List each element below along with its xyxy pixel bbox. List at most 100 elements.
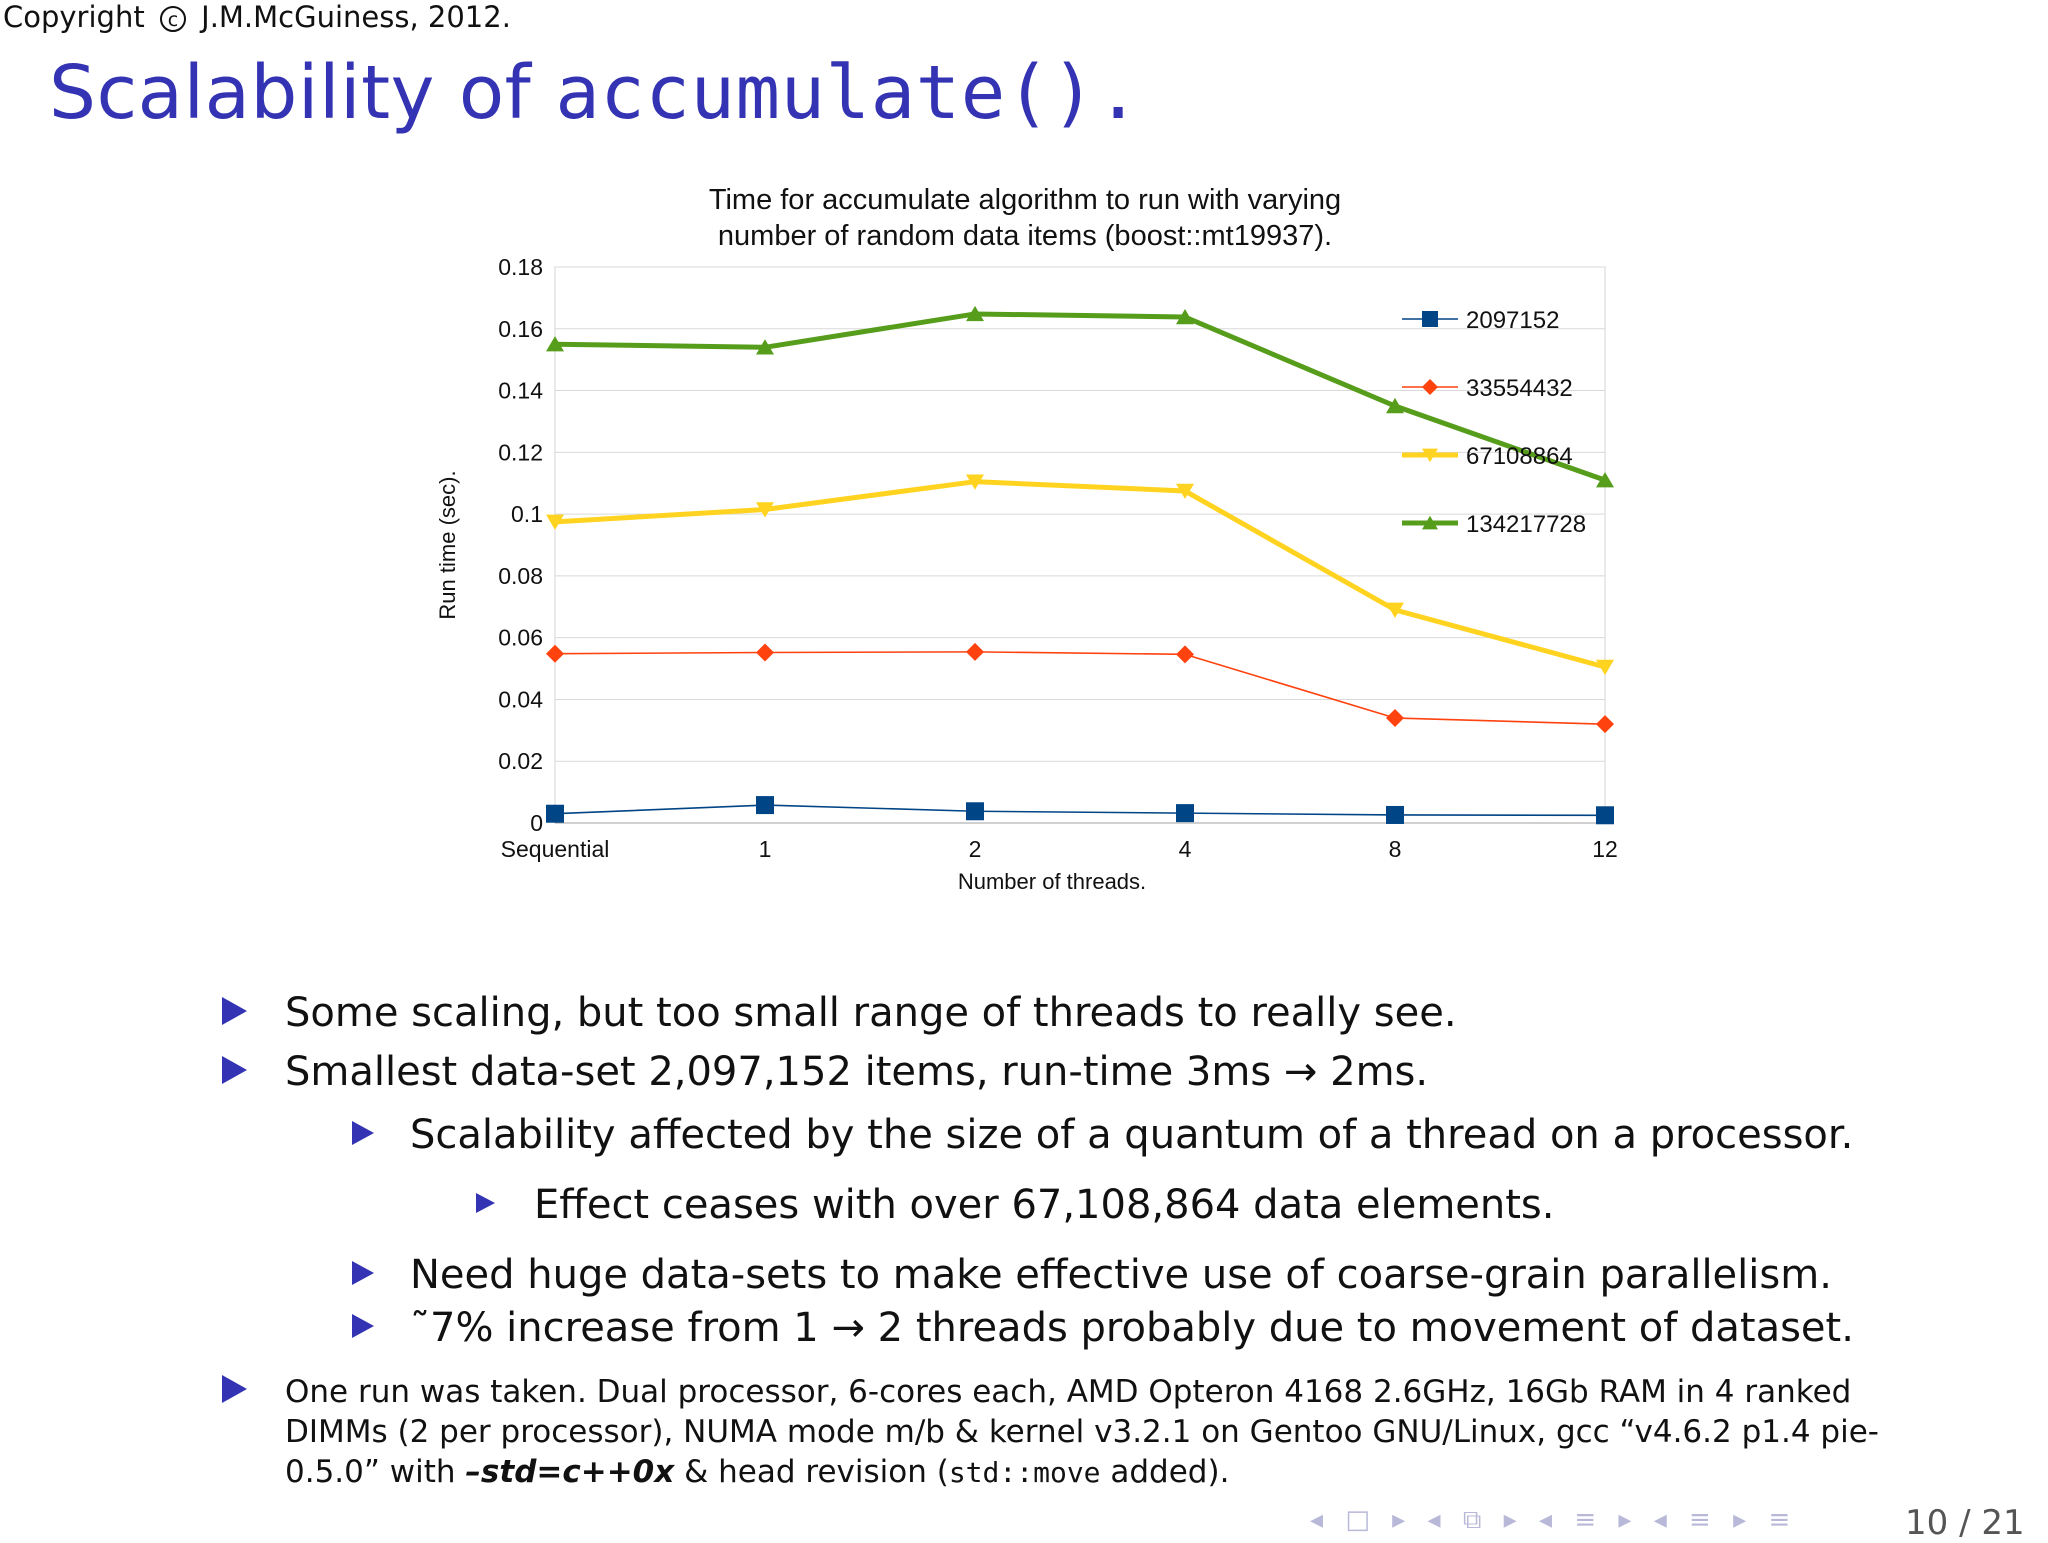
data-point-diamond <box>1386 708 1404 727</box>
plot-frame <box>554 266 1606 824</box>
nav-frame-icon[interactable]: □ <box>1345 1505 1370 1535</box>
nav-search-icon[interactable]: ≡ <box>1768 1505 1791 1535</box>
legend-label: 2097152 <box>1466 307 1559 334</box>
data-point-triangle-up <box>546 336 564 352</box>
nav-section-icon[interactable]: ≡ <box>1574 1505 1597 1535</box>
beamer-navigation-bar: ◂ □ ▸ ◂ ⧉ ▸ ◂ ≡ ▸ ◂ ≡ ▸ ≡ <box>1310 1505 2020 1536</box>
data-point-diamond <box>546 644 564 663</box>
bullet-text: Need huge data-sets to make effective us… <box>410 1252 1832 1298</box>
y-tick-label: 0.12 <box>498 439 543 465</box>
bullet-triangle-icon <box>352 1314 374 1338</box>
nav-left-icon[interactable]: ◂ <box>1653 1505 1667 1535</box>
data-point-triangle-down <box>1176 483 1194 500</box>
bullet-text: Effect ceases with over 67,108,864 data … <box>534 1182 1555 1228</box>
footnote-text-a: One run was taken. Dual processor, 6-cor… <box>285 1374 1879 1490</box>
bullet-triangle-icon <box>352 1121 374 1145</box>
bullet-triangle-icon <box>222 1375 247 1403</box>
y-tick-label: 0.08 <box>498 563 543 589</box>
nav-document-icon[interactable]: ≡ <box>1689 1505 1711 1535</box>
x-tick-label: 2 <box>969 836 982 862</box>
data-point-diamond <box>756 643 774 662</box>
x-axis-label: Number of threads. <box>958 869 1146 894</box>
chart-title-line: Time for accumulate algorithm to run wit… <box>709 184 1341 216</box>
data-point-square <box>756 796 774 815</box>
chart-title-line: number of random data items (boost::mt19… <box>718 220 1332 252</box>
x-tick-label: 8 <box>1389 836 1402 862</box>
copyright-notice: Copyright c J.M.McGuiness, 2012. <box>3 0 511 34</box>
bullet-triangle-icon <box>476 1193 495 1213</box>
data-point-square <box>966 802 984 821</box>
copyright-prefix: Copyright <box>3 0 145 34</box>
series-line <box>554 804 1606 817</box>
y-tick-label: 0.1 <box>511 501 543 527</box>
bullet-text: Some scaling, but too small range of thr… <box>285 990 1457 1036</box>
data-point-triangle-up <box>966 305 984 322</box>
data-point-triangle-down <box>1422 448 1438 463</box>
series-line <box>554 651 1606 725</box>
bullet-triangle-icon <box>352 1261 374 1285</box>
data-point-triangle-up <box>1176 308 1194 325</box>
y-tick-label: 0.06 <box>498 625 543 651</box>
legend-label: 67108864 <box>1466 443 1573 470</box>
y-tick-label: 0.18 <box>498 254 543 280</box>
legend-label: 134217728 <box>1466 511 1586 538</box>
data-point-triangle-down <box>966 474 984 490</box>
x-tick-label: 4 <box>1179 836 1192 862</box>
x-tick-label: 1 <box>759 836 772 862</box>
nav-right-icon[interactable]: ▸ <box>1503 1505 1517 1535</box>
bullet-text: Smallest data-set 2,097,152 items, run-t… <box>285 1049 1429 1095</box>
footnote-text-c: added). <box>1100 1454 1230 1490</box>
series-line <box>554 479 1606 670</box>
data-point-diamond <box>1422 379 1438 395</box>
bullet-triangle-icon <box>222 1056 247 1084</box>
data-point-triangle-up <box>1422 515 1438 530</box>
y-tick-label: 0.14 <box>498 378 543 404</box>
legend-label: 33554432 <box>1466 375 1573 402</box>
y-tick-label: 0.04 <box>498 686 543 712</box>
data-point-square <box>1176 804 1194 823</box>
y-axis-label: Run time (sec). <box>435 470 460 619</box>
nav-right-icon[interactable]: ▸ <box>1618 1505 1632 1535</box>
bullet-item: Smallest data-set 2,097,152 items, run-t… <box>222 1049 1429 1095</box>
bullet-item: Some scaling, but too small range of thr… <box>222 990 1457 1036</box>
data-point-square <box>1596 806 1614 825</box>
data-point-square <box>1422 311 1438 327</box>
chart-container: 0 0.02 0.04 0.06 0.08 0.1 0.12 0.14 0.16 0.18 Sequ… <box>420 175 1620 915</box>
y-tick-label: 0 <box>530 810 543 836</box>
nav-right-icon[interactable]: ▸ <box>1733 1505 1747 1535</box>
data-point-diamond <box>1596 715 1614 734</box>
data-point-triangle-down <box>1386 602 1404 618</box>
data-point-triangle-down <box>756 502 774 518</box>
nav-left-icon[interactable]: ◂ <box>1539 1505 1553 1535</box>
y-tick-label: 0.16 <box>498 316 543 342</box>
bullet-text: ˜7% increase from 1 → 2 threads probably… <box>410 1305 1854 1351</box>
page-number: 10 / 21 <box>1905 1503 2025 1543</box>
footnote-text-b: & head revision ( <box>674 1454 949 1490</box>
footnote-code: std::move <box>948 1456 1101 1489</box>
copyright-owner: J.M.McGuiness, 2012. <box>201 0 511 34</box>
frame-title-code: accumulate(). <box>555 50 1141 136</box>
nav-subsection-icon[interactable]: ⧉ <box>1462 1505 1482 1535</box>
data-point-triangle-up <box>1596 472 1614 488</box>
footnote-flag: –std=c++0x <box>465 1454 675 1490</box>
sub-bullet-item: Scalability affected by the size of a qu… <box>352 1112 1854 1158</box>
y-tick-label: 0.02 <box>498 748 543 774</box>
nav-left-icon[interactable]: ◂ <box>1310 1505 1324 1535</box>
bullet-text: Scalability affected by the size of a qu… <box>410 1112 1854 1158</box>
x-tick-label: 12 <box>1592 836 1618 862</box>
line-chart: 0 0.02 0.04 0.06 0.08 0.1 0.12 0.14 0.16 0.18 Sequ… <box>435 184 1618 894</box>
data-point-triangle-up <box>1386 397 1404 414</box>
data-point-square <box>1386 805 1404 824</box>
data-point-triangle-down <box>546 514 564 530</box>
data-point-diamond <box>966 642 984 661</box>
footnote-bullet: One run was taken. Dual processor, 6-cor… <box>222 1372 1905 1493</box>
series-line <box>554 311 1606 483</box>
sub-sub-bullet-item: Effect ceases with over 67,108,864 data … <box>476 1182 1555 1228</box>
bullet-triangle-icon <box>222 997 247 1025</box>
sub-bullet-item: ˜7% increase from 1 → 2 threads probably… <box>352 1305 1854 1351</box>
copyright-symbol: c <box>159 6 186 32</box>
nav-left-icon[interactable]: ◂ <box>1427 1505 1441 1535</box>
sub-bullet-item: Need huge data-sets to make effective us… <box>352 1252 1832 1298</box>
nav-right-icon[interactable]: ▸ <box>1392 1505 1406 1535</box>
data-point-triangle-up <box>756 339 774 355</box>
